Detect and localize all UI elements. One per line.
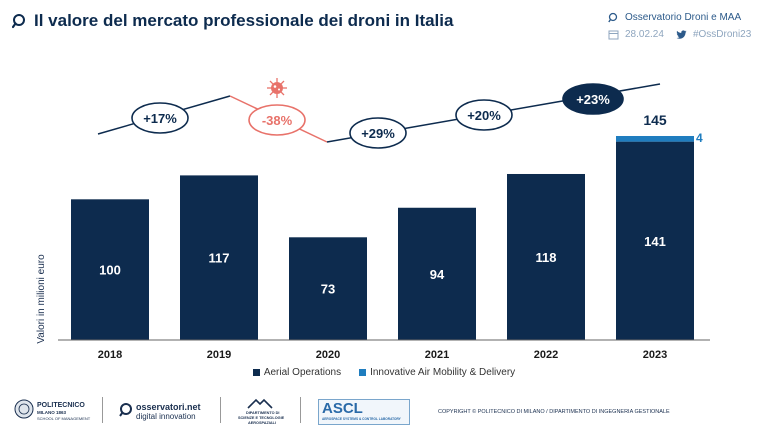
total-label: 145 bbox=[643, 112, 667, 128]
bars-layer: 100 2018 117 2019 73 2020 94 2021 118 2022 141 2023… bbox=[71, 112, 703, 361]
growth-badge bbox=[349, 117, 407, 149]
seal-icon bbox=[14, 399, 34, 419]
x-tick-label: 2019 bbox=[207, 349, 231, 361]
growth-badge bbox=[562, 83, 624, 115]
bar-value-label: 94 bbox=[430, 267, 445, 282]
bar-2019-s0 bbox=[180, 175, 258, 340]
x-tick-label: 2018 bbox=[98, 349, 122, 361]
politecnico-sub2: SCHOOL OF MANAGEMENT bbox=[37, 416, 91, 421]
x-tick-label: 2020 bbox=[316, 349, 340, 361]
search-icon bbox=[12, 14, 25, 29]
x-tick-label: 2021 bbox=[425, 349, 449, 361]
bar-2020-s0 bbox=[289, 237, 367, 340]
bar-2018-s0 bbox=[71, 199, 149, 340]
copyright-text: COPYRIGHT © POLITECNICO DI MILANO / DIPA… bbox=[438, 409, 670, 415]
footer-separator bbox=[220, 397, 221, 423]
osservatori-line2: digital innovation bbox=[136, 412, 196, 421]
hashtag-label: #OssDroni23 bbox=[692, 29, 752, 40]
virus-icon bbox=[267, 78, 287, 98]
legend-item-iam: Innovative Air Mobility & Delivery bbox=[359, 367, 515, 378]
bar-2023-s1 bbox=[616, 136, 694, 142]
dast-line1: DIPARTIMENTO DI bbox=[246, 411, 280, 415]
growth-label: +23% bbox=[576, 92, 610, 107]
footer: POLITECNICO MILANO 1863 SCHOOL OF MANAGE… bbox=[0, 393, 768, 432]
ascl-sub: AEROSPACE SYSTEMS & CONTROL LABORATORY bbox=[322, 417, 401, 421]
page-title: Il valore del mercato professionale dei … bbox=[34, 11, 454, 30]
x-tick-label: 2022 bbox=[534, 349, 558, 361]
observatory-name: Osservatorio Droni e MAA bbox=[625, 12, 742, 23]
bar-2021-s0 bbox=[398, 207, 476, 340]
search-icon bbox=[119, 403, 132, 417]
annotations-layer: +17% -38% +29% +20% +23% bbox=[131, 83, 624, 149]
legend-swatch-aerial bbox=[252, 369, 260, 376]
twitter-icon bbox=[676, 29, 687, 39]
legend-swatch-iam bbox=[359, 369, 367, 376]
bar-value-label: 118 bbox=[536, 250, 557, 265]
politecnico-logo bbox=[14, 399, 34, 424]
growth-label: +20% bbox=[467, 108, 501, 123]
ascl-name: ASCL bbox=[322, 400, 363, 417]
growth-label: +17% bbox=[143, 111, 177, 126]
growth-badge bbox=[131, 102, 189, 134]
legend-label-aerial: Aerial Operations bbox=[263, 367, 342, 378]
bar-value-label: 141 bbox=[644, 234, 666, 249]
growth-label: -38% bbox=[262, 113, 293, 128]
x-tick-label: 2023 bbox=[643, 349, 667, 361]
bar-value-label: 100 bbox=[99, 263, 121, 278]
footer-separator bbox=[102, 397, 103, 423]
politecnico-name: POLITECNICO bbox=[37, 402, 85, 409]
dast-logo-icon bbox=[247, 398, 273, 409]
dast-line2: SCIENZE E TECNOLOGIE bbox=[238, 416, 285, 420]
growth-label: +29% bbox=[361, 126, 395, 141]
legend-label-iam: Innovative Air Mobility & Delivery bbox=[370, 367, 516, 378]
y-axis-label: Valori in milioni euro bbox=[36, 254, 47, 344]
growth-badge bbox=[248, 104, 306, 136]
dast-line3: AEROSPAZIALI bbox=[248, 421, 276, 425]
calendar-icon bbox=[608, 30, 619, 40]
bar-value-label: 73 bbox=[321, 282, 335, 297]
bar-2023-s0 bbox=[616, 141, 694, 340]
header-meta: Osservatorio Droni e MAA 28.02.24 #OssDr… bbox=[608, 9, 751, 43]
search-icon bbox=[608, 12, 618, 23]
legend-item-aerial: Aerial Operations bbox=[252, 367, 342, 378]
bar-2022-s0 bbox=[507, 173, 585, 340]
ascl-logo bbox=[318, 399, 410, 425]
segment-label: 4 bbox=[696, 131, 703, 145]
footer-separator bbox=[300, 397, 301, 423]
header: Il valore del mercato professionale dei … bbox=[0, 0, 768, 46]
bar-value-label: 117 bbox=[209, 251, 230, 266]
legend: Aerial Operations Innovative Air Mobilit… bbox=[0, 367, 768, 378]
osservatori-line1: osservatori.net bbox=[136, 402, 201, 412]
politecnico-sub1: MILANO 1863 bbox=[37, 410, 67, 415]
bar-chart: 100 2018 117 2019 73 2020 94 2021 118 2022 141 2023… bbox=[36, 78, 710, 361]
date-label: 28.02.24 bbox=[625, 29, 664, 40]
growth-badge bbox=[455, 99, 513, 131]
